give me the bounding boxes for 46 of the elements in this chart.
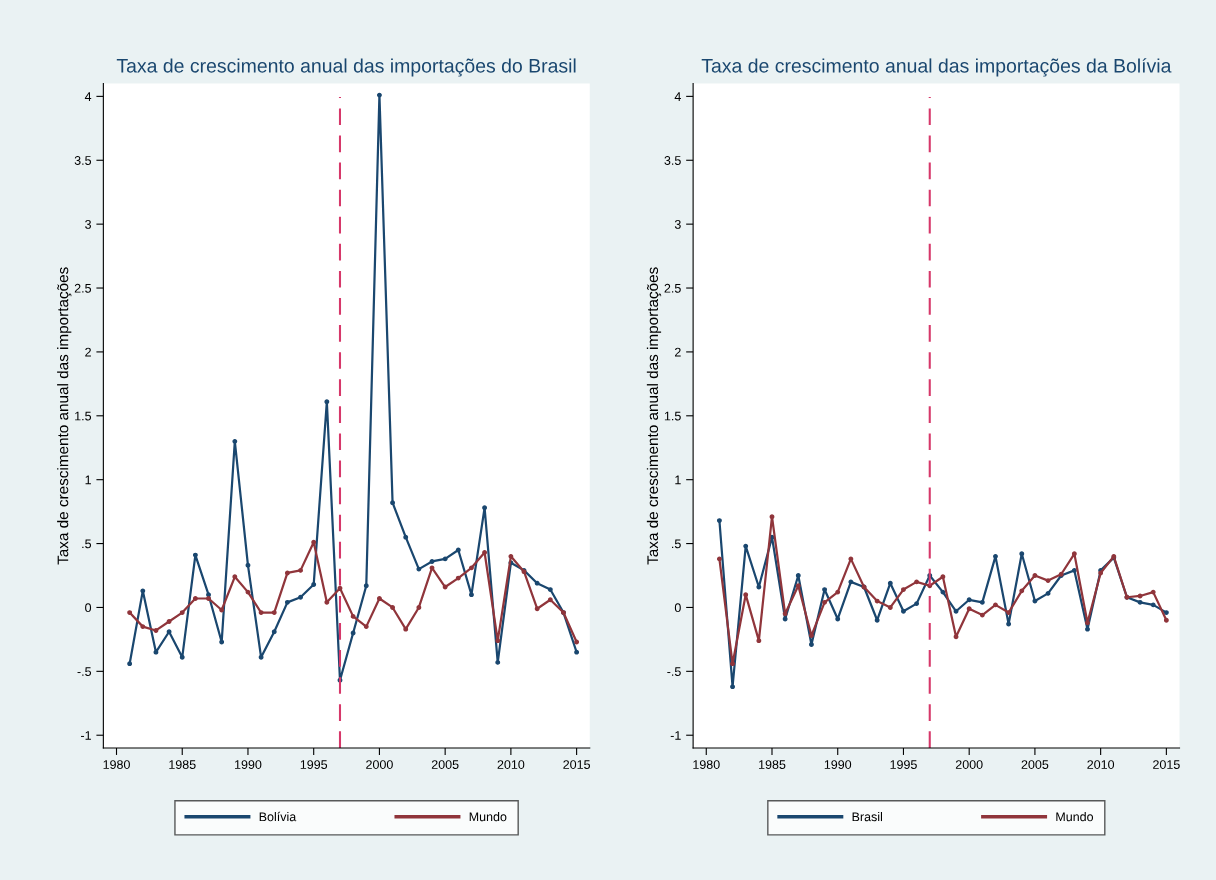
y-axis-title: Taxa de crescimento anual das importações [57, 267, 72, 565]
legend-label: Brasil [852, 812, 882, 822]
y-tick-label: 2.5 [74, 283, 92, 293]
y-tick-label: 1.5 [75, 411, 92, 421]
y-tick-label: 1 [675, 475, 681, 485]
y-tick-label: 4 [84, 92, 92, 101]
y-tick-label: 2.5 [664, 283, 681, 293]
legend-label: Mundo [1056, 812, 1094, 822]
y-tick-label: 2 [85, 347, 91, 357]
y-axis-title: Taxa de crescimento anual das importações [646, 267, 662, 565]
x-tick-label: 2005 [1021, 760, 1049, 769]
y-tick-label: 2 [674, 347, 681, 357]
x-tick-label: 1980 [693, 760, 720, 769]
y-tick-label: .5 [672, 539, 681, 549]
y-tick-label: 3 [85, 219, 92, 229]
x-tick-label: 1990 [824, 760, 852, 769]
y-tick-label: 3.5 [664, 156, 681, 165]
y-tick-label: 3.5 [74, 156, 92, 165]
y-tick-label: -1 [670, 731, 681, 740]
x-tick-label: 1995 [300, 760, 328, 769]
y-tick-label: 1.5 [664, 411, 681, 421]
x-tick-label: 1980 [103, 760, 130, 769]
y-tick-label: 3 [674, 219, 681, 229]
x-tick-label: 2000 [955, 760, 983, 769]
x-tick-label: 2005 [431, 760, 459, 769]
chart-title: Taxa de crescimento anual das importações do Brasil [116, 58, 576, 77]
y-tick-label: -.5 [667, 667, 681, 676]
x-tick-label: 1990 [235, 760, 262, 769]
y-tick-label: 1 [85, 475, 91, 485]
y-tick-label: 0 [85, 603, 92, 613]
x-tick-label: 2000 [366, 760, 393, 769]
legend-label: Bolívia [259, 811, 297, 822]
x-tick-label: 2010 [497, 760, 525, 769]
chart-title: Taxa de crescimento anual das importações da Bolívia [701, 58, 1172, 77]
x-tick-label: 1985 [759, 760, 786, 769]
y-tick-label: .5 [82, 539, 92, 549]
x-tick-label: 2015 [1153, 760, 1180, 769]
x-tick-label: 2010 [1087, 760, 1115, 769]
legend-label: Mundo [469, 812, 507, 822]
y-tick-label: -1 [81, 731, 91, 740]
y-tick-label: -.5 [77, 667, 92, 676]
x-tick-label: 1995 [890, 760, 917, 769]
y-tick-label: 4 [674, 92, 681, 101]
y-tick-label: 0 [674, 603, 681, 613]
x-tick-label: 2015 [563, 760, 590, 769]
x-tick-label: 1985 [169, 760, 196, 769]
